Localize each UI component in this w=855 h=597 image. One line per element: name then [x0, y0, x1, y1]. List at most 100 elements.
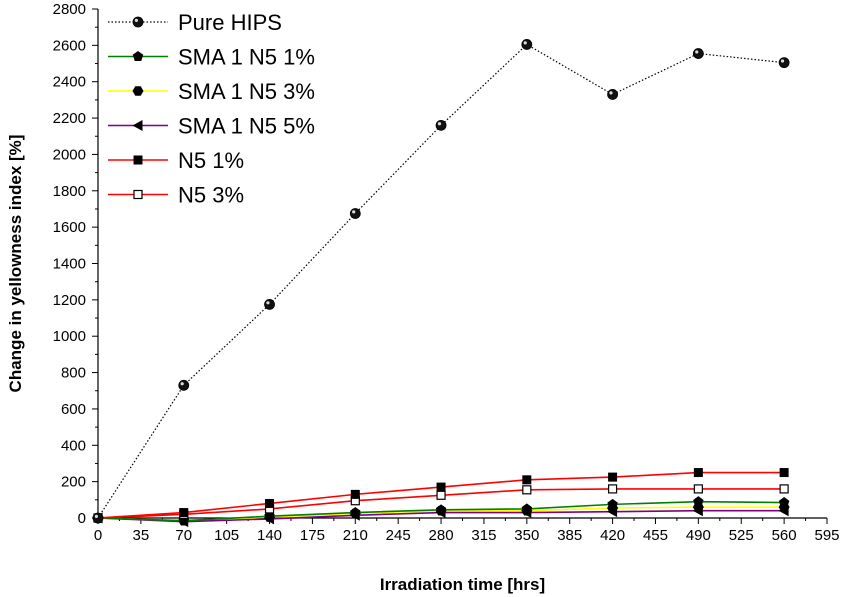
y-tick-label: 1400	[53, 256, 86, 273]
x-tick-label: 105	[214, 527, 239, 544]
x-tick-label: 560	[772, 527, 797, 544]
data-point	[693, 484, 703, 494]
data-point	[435, 504, 447, 515]
data-point	[522, 485, 532, 495]
data-point	[436, 490, 446, 500]
x-tick-label: 245	[386, 527, 411, 544]
legend-label: SMA 1 N5 3%	[178, 79, 315, 104]
y-axis-ticks: 0 200 400 600 800 1000 1200 1400 1600 1800 2000 220…	[53, 1, 98, 527]
data-point-highlight	[609, 91, 613, 95]
data-point-highlight	[180, 382, 184, 386]
x-tick-label: 140	[257, 527, 282, 544]
data-point-highlight	[780, 59, 785, 63]
x-tick-label: 385	[557, 527, 582, 544]
legend-marker	[132, 51, 144, 61]
data-point	[436, 482, 446, 492]
legend: Pure HIPS SMA 1 N5 1% SMA 1 N5 3% SMA 1 N5 …	[108, 10, 315, 208]
y-tick-label: 2400	[53, 74, 86, 91]
legend-item: Pure HIPS	[108, 10, 282, 35]
y-tick-label: 800	[61, 365, 86, 382]
data-point	[178, 379, 190, 391]
data-point	[349, 208, 361, 219]
data-point-highlight	[437, 122, 442, 126]
x-tick-label: 595	[814, 527, 839, 544]
y-tick-label: 400	[61, 437, 86, 454]
y-tick-label: 2800	[53, 1, 86, 18]
x-tick-label: 280	[429, 527, 454, 544]
series-4	[93, 468, 789, 523]
legend-item: SMA 1 N5 1%	[108, 45, 315, 70]
legend-marker	[132, 120, 143, 131]
data-point	[693, 468, 703, 478]
x-axis-label: Irradiation time [hrs]	[380, 575, 545, 594]
data-point	[521, 503, 533, 514]
x-tick-label: 35	[133, 527, 150, 544]
y-tick-label: 2200	[53, 110, 86, 127]
data-point	[522, 475, 532, 485]
data-point	[693, 496, 704, 507]
x-tick-label: 70	[175, 527, 192, 544]
data-point	[608, 472, 618, 482]
y-tick-label: 1600	[53, 219, 86, 236]
y-axis-label: Change in yellowness index [%]	[6, 135, 25, 393]
data-point	[779, 484, 789, 494]
data-point	[779, 468, 789, 478]
legend-marker-highlight	[134, 18, 138, 22]
legend-marker	[133, 155, 143, 165]
data-point-highlight	[352, 210, 356, 214]
data-point-highlight	[695, 50, 699, 54]
x-tick-label: 490	[686, 527, 711, 544]
data-point	[692, 48, 704, 59]
data-point	[607, 484, 618, 494]
legend-item: SMA 1 N5 5%	[108, 114, 315, 139]
legend-item: N5 3%	[108, 183, 244, 208]
plot-area	[92, 39, 790, 528]
x-axis-ticks: 0 35 70 105 140 175 210 245 280 315 350 385 420 455 49…	[94, 518, 840, 544]
data-point	[607, 498, 618, 509]
x-tick-label: 0	[94, 527, 102, 544]
x-tick-label: 420	[600, 527, 625, 544]
data-point-highlight	[94, 514, 98, 519]
x-tick-label: 175	[300, 527, 325, 544]
x-tick-label: 350	[514, 527, 539, 544]
legend-label: SMA 1 N5 5%	[178, 114, 315, 139]
y-tick-label: 2600	[53, 37, 86, 54]
legend-label: N5 3%	[178, 183, 244, 208]
legend-marker	[133, 189, 143, 200]
y-tick-label: 1000	[53, 328, 86, 345]
data-point	[778, 497, 790, 507]
data-point	[350, 507, 361, 517]
series-line	[97, 43, 785, 519]
data-point	[264, 299, 275, 310]
data-point	[179, 508, 189, 518]
series-0	[92, 39, 790, 524]
data-point	[692, 505, 703, 517]
y-tick-label: 200	[61, 474, 86, 491]
legend-label: N5 1%	[178, 148, 244, 173]
data-point	[607, 506, 618, 518]
y-tick-label: 1200	[53, 292, 86, 309]
data-point-highlight	[523, 41, 527, 45]
legend-marker	[132, 86, 144, 96]
data-point	[435, 119, 447, 131]
y-tick-label: 1800	[53, 183, 86, 200]
x-tick-label: 525	[729, 527, 754, 544]
legend-label: SMA 1 N5 1%	[178, 45, 315, 70]
legend-item: SMA 1 N5 3%	[108, 79, 315, 104]
legend-marker	[132, 16, 144, 28]
x-tick-label: 455	[643, 527, 668, 544]
legend-item: N5 1%	[108, 148, 244, 173]
data-point	[92, 512, 104, 524]
x-tick-label: 210	[343, 527, 368, 544]
data-point	[607, 89, 618, 100]
data-point	[521, 39, 533, 50]
legend-label: Pure HIPS	[178, 10, 282, 35]
data-point	[265, 498, 275, 508]
y-tick-label: 0	[78, 510, 86, 527]
data-point	[350, 489, 360, 499]
data-point	[778, 505, 789, 517]
y-tick-label: 600	[61, 401, 86, 418]
x-tick-label: 315	[471, 527, 496, 544]
data-point	[778, 57, 790, 69]
